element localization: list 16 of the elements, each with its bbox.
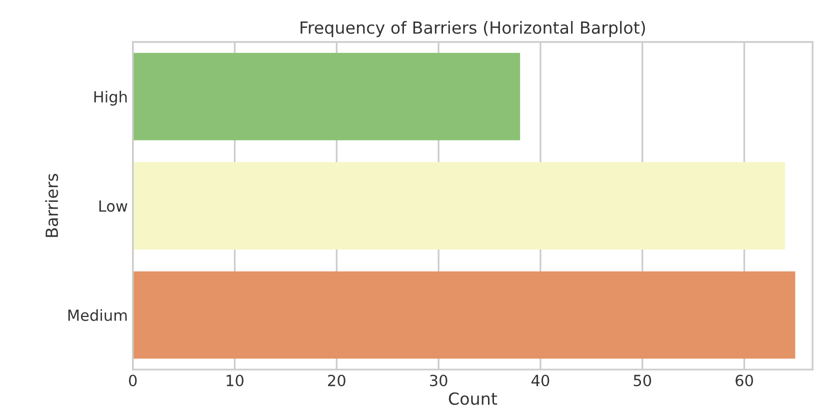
bar <box>132 271 796 359</box>
y-tick-label: Medium <box>68 309 127 322</box>
y-axis-title: Barriers <box>45 174 58 237</box>
y-tick-label: High <box>94 90 127 106</box>
bar <box>132 52 520 140</box>
y-tick-label: Low <box>99 200 128 212</box>
x-axis-title: Count <box>448 392 498 405</box>
x-tick-label: 60 <box>736 374 753 386</box>
chart-title: Frequency of Barriers (Horizontal Barplot) <box>300 21 645 38</box>
x-tick-label: 10 <box>226 374 244 386</box>
x-tick-label: 30 <box>430 374 448 386</box>
x-tick-label: 40 <box>531 374 550 386</box>
x-tick-label: 20 <box>328 374 346 386</box>
x-tick-label: 50 <box>634 374 652 386</box>
bar <box>132 162 786 250</box>
x-tick-label: 0 <box>128 374 137 386</box>
